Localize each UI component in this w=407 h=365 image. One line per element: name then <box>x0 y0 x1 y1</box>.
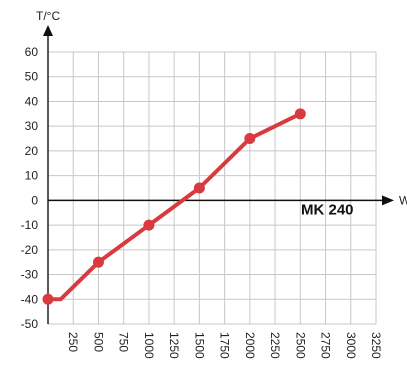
data-point <box>143 219 155 231</box>
y-tick-label: 60 <box>25 45 39 59</box>
y-tick-label: 10 <box>25 169 39 183</box>
y-tick-label: -50 <box>21 317 39 331</box>
tick-labels: 60 50 40 30 20 10 0 -10 -20 -30 -40 -50 250 500 750 100… <box>21 45 383 359</box>
y-tick-label: 40 <box>25 94 39 108</box>
x-tick-label: 500 <box>91 332 105 352</box>
y-tick-label: -40 <box>21 292 39 306</box>
x-tick-label: 750 <box>117 332 131 352</box>
data-point <box>42 293 54 305</box>
series-layer <box>42 108 306 305</box>
data-point <box>92 256 104 268</box>
y-tick-label: -20 <box>21 243 39 257</box>
x-tick-label: 1750 <box>218 332 232 359</box>
data-point <box>294 108 306 120</box>
x-axis-arrow <box>382 195 394 206</box>
grid <box>48 51 377 325</box>
y-axis-arrow <box>43 25 53 36</box>
x-tick-label: 2250 <box>268 332 282 359</box>
y-tick-label: -10 <box>21 218 39 232</box>
y-tick-label: 50 <box>25 70 39 84</box>
x-axis-title: W <box>399 193 407 207</box>
x-tick-label: 2750 <box>319 332 333 359</box>
data-point <box>193 182 205 194</box>
x-tick-label: 3250 <box>369 332 383 359</box>
x-tick-label: 1500 <box>192 332 206 359</box>
axes <box>43 25 394 324</box>
x-tick-label: 250 <box>66 332 80 352</box>
model-label: MK 240 <box>301 202 354 219</box>
x-tick-label: 3000 <box>344 332 358 359</box>
y-tick-label: -30 <box>21 268 39 282</box>
y-tick-label: 30 <box>25 119 39 133</box>
y-tick-label: 0 <box>31 193 38 207</box>
x-tick-label: 2500 <box>293 332 307 359</box>
x-tick-label: 1000 <box>142 332 156 359</box>
y-tick-label: 20 <box>25 144 39 158</box>
y-axis-title: T/°C <box>36 9 60 23</box>
x-tick-label: 1250 <box>167 332 181 359</box>
data-point <box>244 133 256 145</box>
x-tick-label: 2000 <box>243 332 257 359</box>
